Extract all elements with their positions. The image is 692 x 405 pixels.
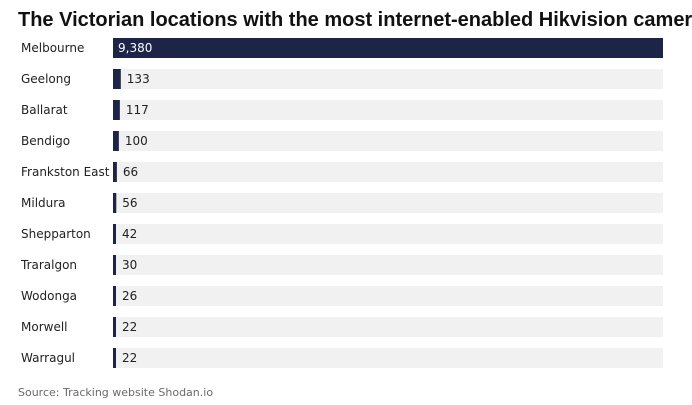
- bar: [113, 317, 116, 337]
- bar-row: Traralgon 30: [20, 255, 663, 275]
- bar-track: [113, 193, 663, 213]
- bar-row: Wodonga 26: [21, 286, 663, 306]
- bar: [113, 193, 117, 213]
- bar-row: Shepparton 42: [21, 224, 663, 244]
- category-label: Bendigo: [21, 134, 70, 148]
- category-label: Frankston East: [21, 165, 110, 179]
- bar-row: Ballarat 117: [21, 100, 663, 120]
- category-label: Morwell: [21, 320, 68, 334]
- value-label: 26: [122, 289, 137, 303]
- bar-row: Frankston East 66: [21, 162, 663, 182]
- value-label: 9,380: [118, 41, 152, 55]
- bar: [113, 348, 116, 368]
- value-label: 66: [123, 165, 138, 179]
- bar: [113, 162, 117, 182]
- bar-row: Mildura 56: [21, 193, 663, 213]
- category-label: Geelong: [21, 72, 71, 86]
- bar: [113, 224, 116, 244]
- bar-track: [113, 131, 663, 151]
- value-label: 117: [126, 103, 149, 117]
- source-note: Source: Tracking website Shodan.io: [18, 386, 214, 399]
- category-label: Traralgon: [20, 258, 77, 272]
- bar: [113, 100, 120, 120]
- bar-row: Melbourne 9,380: [21, 38, 663, 58]
- bar: [113, 255, 116, 275]
- category-label: Wodonga: [21, 289, 77, 303]
- bar: [113, 286, 116, 306]
- value-label: 56: [122, 196, 137, 210]
- category-label: Warragul: [21, 351, 75, 365]
- value-label: 100: [125, 134, 148, 148]
- bar-track: [113, 162, 663, 182]
- value-label: 22: [122, 320, 137, 334]
- category-label: Ballarat: [21, 103, 68, 117]
- bar-track: [113, 286, 663, 306]
- bar-track: [113, 100, 663, 120]
- bar-row: Bendigo 100: [21, 131, 663, 151]
- value-label: 42: [122, 227, 137, 241]
- value-label: 22: [122, 351, 137, 365]
- bar-row: Warragul 22: [21, 348, 663, 368]
- bar-track: [113, 317, 663, 337]
- bar-track: [113, 224, 663, 244]
- bar-track: [113, 69, 663, 89]
- value-label: 30: [122, 258, 137, 272]
- bar-track: [113, 348, 663, 368]
- category-label: Shepparton: [21, 227, 91, 241]
- bar-row: Morwell 22: [21, 317, 663, 337]
- bar-row: Geelong 133: [21, 69, 663, 89]
- category-label: Melbourne: [21, 41, 84, 55]
- category-label: Mildura: [21, 196, 66, 210]
- bar-track: [113, 255, 663, 275]
- value-label: 133: [127, 72, 150, 86]
- bar: [113, 131, 119, 151]
- chart-title: The Victorian locations with the most in…: [18, 9, 692, 31]
- bar: [113, 38, 663, 58]
- bar: [113, 69, 121, 89]
